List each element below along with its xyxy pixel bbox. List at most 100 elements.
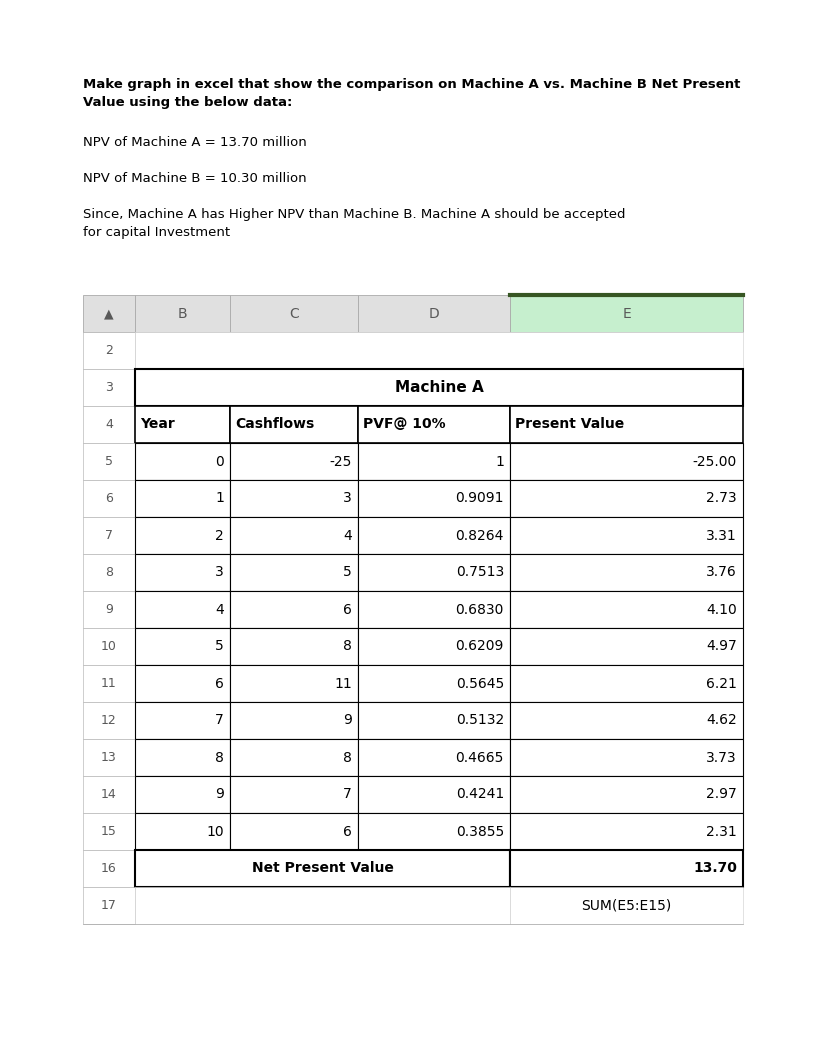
- Bar: [230, 591, 358, 628]
- Text: 2: 2: [105, 344, 113, 357]
- Bar: [358, 628, 510, 665]
- Text: Value using the below data:: Value using the below data:: [83, 96, 292, 109]
- Bar: [510, 554, 743, 591]
- Text: 4: 4: [215, 603, 224, 617]
- Bar: [83, 628, 135, 665]
- Text: 8: 8: [343, 751, 352, 765]
- Bar: [83, 591, 135, 628]
- Bar: [230, 628, 358, 665]
- Text: 4: 4: [105, 418, 113, 431]
- Bar: [83, 406, 135, 444]
- Text: 1: 1: [495, 454, 504, 469]
- Text: 3.31: 3.31: [707, 528, 737, 543]
- Text: 10: 10: [206, 825, 224, 838]
- Bar: [358, 554, 510, 591]
- Text: C: C: [289, 306, 299, 321]
- Text: Since, Machine A has Higher NPV than Machine B. Machine A should be accepted: Since, Machine A has Higher NPV than Mac…: [83, 208, 626, 221]
- Bar: [230, 554, 358, 591]
- Bar: [510, 887, 743, 924]
- Text: Cashflows: Cashflows: [235, 417, 314, 432]
- Text: 0.8264: 0.8264: [455, 528, 504, 543]
- Text: NPV of Machine B = 10.30 million: NPV of Machine B = 10.30 million: [83, 172, 307, 185]
- Text: Make graph in excel that show the comparison on Machine A vs. Machine B Net Pres: Make graph in excel that show the compar…: [83, 78, 740, 91]
- Bar: [510, 444, 743, 480]
- Text: 0.4241: 0.4241: [456, 788, 504, 802]
- Text: 4.97: 4.97: [707, 640, 737, 654]
- Bar: [358, 406, 510, 444]
- Text: 13.70: 13.70: [693, 862, 737, 875]
- Bar: [230, 702, 358, 739]
- Bar: [358, 702, 510, 739]
- Bar: [510, 739, 743, 776]
- Bar: [135, 776, 230, 813]
- Bar: [83, 369, 135, 406]
- Bar: [83, 739, 135, 776]
- Text: Present Value: Present Value: [515, 417, 624, 432]
- Text: 14: 14: [101, 788, 117, 802]
- Bar: [135, 813, 230, 850]
- Text: 4.10: 4.10: [707, 603, 737, 617]
- Text: 6: 6: [105, 492, 113, 505]
- Bar: [510, 776, 743, 813]
- Text: Machine A: Machine A: [395, 380, 483, 395]
- Text: 7: 7: [105, 529, 113, 542]
- Text: 0: 0: [215, 454, 224, 469]
- Bar: [135, 369, 743, 406]
- Text: -25: -25: [330, 454, 352, 469]
- Bar: [135, 554, 230, 591]
- Bar: [135, 444, 230, 480]
- Bar: [230, 480, 358, 517]
- Bar: [83, 517, 135, 554]
- Bar: [135, 517, 230, 554]
- Bar: [83, 332, 135, 369]
- Text: for capital Investment: for capital Investment: [83, 226, 230, 239]
- Text: -25.00: -25.00: [693, 454, 737, 469]
- Text: 9: 9: [343, 714, 352, 728]
- Text: 6.21: 6.21: [706, 677, 737, 691]
- Bar: [230, 665, 358, 702]
- Text: 3: 3: [344, 491, 352, 506]
- Bar: [358, 480, 510, 517]
- Text: 6: 6: [343, 825, 352, 838]
- Bar: [135, 739, 230, 776]
- Text: 0.4665: 0.4665: [455, 751, 504, 765]
- Text: 8: 8: [343, 640, 352, 654]
- Bar: [358, 739, 510, 776]
- Bar: [135, 887, 510, 924]
- Text: 4: 4: [344, 528, 352, 543]
- Bar: [135, 702, 230, 739]
- Text: 17: 17: [101, 899, 117, 912]
- Text: 0.6830: 0.6830: [455, 603, 504, 617]
- Bar: [510, 295, 743, 332]
- Bar: [230, 406, 358, 444]
- Text: 3: 3: [215, 566, 224, 580]
- Bar: [83, 480, 135, 517]
- Bar: [510, 665, 743, 702]
- Bar: [358, 444, 510, 480]
- Bar: [358, 517, 510, 554]
- Text: PVF@ 10%: PVF@ 10%: [363, 417, 446, 432]
- Text: 16: 16: [101, 862, 117, 875]
- Text: 9: 9: [215, 788, 224, 802]
- Bar: [510, 517, 743, 554]
- Text: 8: 8: [215, 751, 224, 765]
- Text: 4.62: 4.62: [707, 714, 737, 728]
- Text: B: B: [178, 306, 188, 321]
- Text: 0.5645: 0.5645: [456, 677, 504, 691]
- Bar: [83, 295, 135, 332]
- Bar: [83, 887, 135, 924]
- Bar: [83, 665, 135, 702]
- Text: 5: 5: [344, 566, 352, 580]
- Bar: [83, 554, 135, 591]
- Text: 6: 6: [215, 677, 224, 691]
- Bar: [135, 295, 230, 332]
- Bar: [510, 591, 743, 628]
- Bar: [510, 850, 743, 887]
- Text: Net Present Value: Net Present Value: [251, 862, 393, 875]
- Bar: [358, 776, 510, 813]
- Text: 9: 9: [105, 603, 113, 616]
- Text: E: E: [622, 306, 631, 321]
- Bar: [83, 850, 135, 887]
- Bar: [510, 480, 743, 517]
- Bar: [358, 813, 510, 850]
